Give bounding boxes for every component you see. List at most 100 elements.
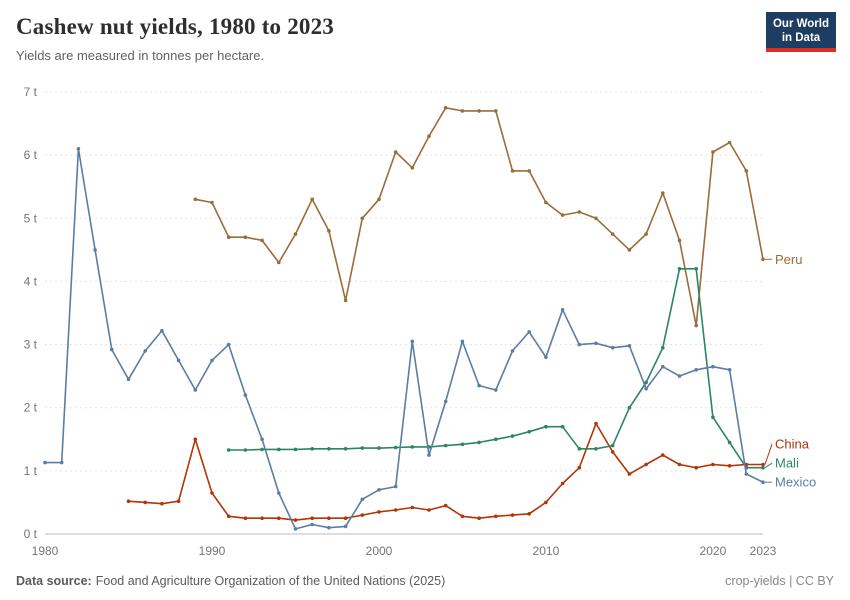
license-note[interactable]: crop-yields | CC BY [725, 574, 834, 588]
data-point-mali [677, 267, 682, 271]
data-point-china [277, 516, 281, 520]
data-point-peru [661, 191, 665, 195]
series-line-mexico[interactable] [44, 148, 764, 530]
data-point-mali [443, 443, 448, 448]
data-point-mexico [193, 388, 198, 392]
data-point-china [427, 508, 431, 512]
data-point-peru [644, 232, 648, 236]
data-point-mexico [360, 497, 365, 502]
data-point-mexico [377, 488, 381, 492]
data-point-peru [243, 235, 248, 239]
page-title: Cashew nut yields, 1980 to 2023 [16, 14, 335, 39]
data-point-peru [527, 169, 531, 173]
label-connector-mali [764, 462, 773, 469]
data-point-mexico [226, 342, 231, 347]
data-point-peru [711, 150, 715, 154]
data-point-china [126, 499, 131, 504]
data-point-peru [610, 232, 615, 236]
series-label-china[interactable]: China [775, 437, 810, 452]
data-source-label: Data source: [16, 574, 92, 588]
data-point-mexico [393, 484, 398, 489]
series-label-mali[interactable]: Mali [775, 456, 799, 471]
data-point-mexico [210, 358, 214, 363]
data-point-peru [744, 169, 749, 173]
data-point-peru [226, 235, 231, 239]
data-point-mali [293, 447, 298, 452]
data-point-mali [494, 437, 498, 442]
data-point-mali [627, 405, 632, 410]
data-point-mexico [293, 527, 298, 531]
data-point-peru [544, 200, 548, 205]
chart-footer: Data source: Food and Agriculture Organiz… [16, 574, 834, 588]
data-point-mali [510, 434, 515, 438]
data-point-mexico [110, 347, 114, 352]
data-point-mexico [76, 147, 81, 151]
series-label-mexico[interactable]: Mexico [775, 475, 816, 490]
data-point-mexico [126, 377, 131, 382]
chart-subtitle: Yields are measured in tonnes per hectar… [16, 48, 265, 63]
x-tick-label: 2023 [750, 544, 777, 558]
data-point-mexico [160, 328, 164, 333]
y-tick-label: 6 t [24, 148, 38, 162]
data-point-mali [711, 415, 715, 420]
data-point-peru [761, 257, 765, 262]
data-point-china [527, 512, 531, 516]
data-point-peru [577, 210, 582, 214]
data-point-china [677, 462, 682, 467]
data-point-peru [360, 216, 365, 221]
data-point-china [310, 516, 315, 520]
data-point-china [460, 514, 465, 519]
data-point-mali [327, 447, 331, 451]
data-point-mexico [694, 368, 698, 372]
data-point-mexico [594, 341, 598, 346]
x-tick-label: 2000 [366, 544, 393, 558]
data-point-mali [343, 447, 348, 451]
data-point-mali [761, 465, 765, 470]
data-point-mexico [644, 387, 648, 391]
data-point-china [243, 516, 248, 520]
data-point-mexico [143, 349, 147, 353]
data-point-mexico [761, 480, 765, 485]
data-point-peru [627, 248, 632, 252]
yield-line-chart-svg: 0 t 1 t 2 t 3 t 4 t 5 t 6 t 7 t 1980 1990 2000 2010… [24, 85, 817, 558]
data-point-china [510, 513, 515, 517]
data-point-peru [310, 197, 315, 202]
data-point-china [160, 501, 164, 506]
data-point-mexico [277, 491, 281, 495]
data-point-mexico [627, 344, 632, 348]
data-point-peru [443, 106, 448, 110]
data-point-mexico [661, 364, 665, 369]
data-point-peru [560, 213, 565, 217]
data-point-mexico [560, 308, 565, 312]
x-tick-label: 1980 [32, 544, 59, 558]
data-point-china [694, 465, 698, 470]
series-label-peru[interactable]: Peru [775, 252, 802, 267]
owid-logo[interactable]: Our World in Data [766, 12, 836, 52]
data-point-mali [310, 447, 315, 451]
data-point-china [327, 516, 331, 520]
x-tick-label: 2020 [700, 544, 727, 558]
data-point-mexico [527, 330, 531, 334]
data-point-mali [610, 443, 615, 448]
data-point-china [544, 500, 548, 505]
chart-header: Cashew nut yields, 1980 to 2023 Yields a… [16, 14, 750, 63]
series-line-peru[interactable] [194, 106, 764, 327]
data-point-peru [210, 200, 214, 205]
data-point-mali [460, 442, 465, 447]
data-point-mexico [410, 339, 415, 344]
data-point-peru [377, 197, 381, 202]
data-point-china [594, 421, 598, 426]
data-point-peru [510, 169, 515, 173]
data-point-peru [460, 109, 465, 113]
data-point-peru [277, 260, 281, 265]
data-point-china [410, 505, 415, 510]
data-point-mexico [610, 345, 615, 350]
data-point-mali [694, 267, 698, 271]
data-point-china [644, 462, 648, 467]
data-point-china [477, 516, 481, 520]
data-point-mali [360, 446, 365, 450]
data-point-mali [226, 448, 231, 452]
data-point-mexico [477, 383, 481, 388]
data-point-mali [477, 440, 481, 445]
